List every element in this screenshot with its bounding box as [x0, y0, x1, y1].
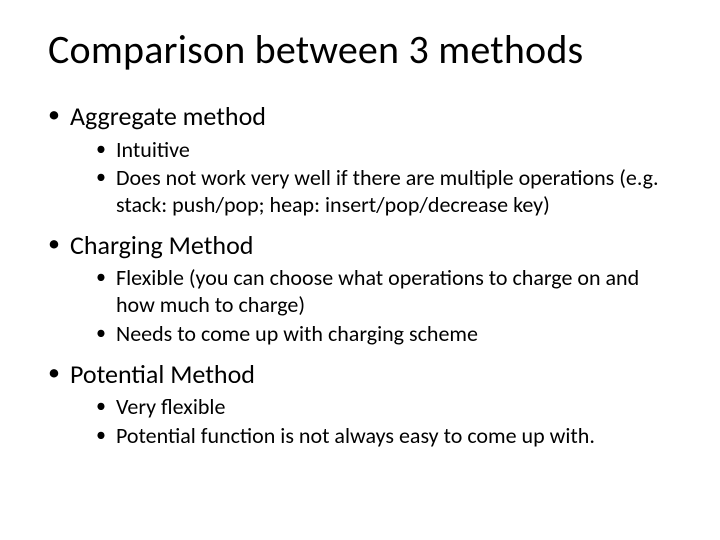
- list-item: Very flexible: [96, 394, 680, 421]
- list-item: Flexible (you can choose what operations…: [96, 265, 680, 319]
- slide-title: Comparison between 3 methods: [48, 28, 680, 72]
- section-points: Intuitive Does not work very well if the…: [48, 137, 680, 219]
- section-charging: Charging Method Flexible (you can choose…: [48, 229, 680, 348]
- section-points: Flexible (you can choose what operations…: [48, 265, 680, 347]
- list-item: Potential function is not always easy to…: [96, 423, 680, 450]
- list-item: Needs to come up with charging scheme: [96, 321, 680, 348]
- section-potential: Potential Method Very flexible Potential…: [48, 358, 680, 450]
- section-heading: Charging Method: [48, 229, 680, 262]
- section-heading: Aggregate method: [48, 100, 680, 133]
- section-heading: Potential Method: [48, 358, 680, 391]
- list-item: Intuitive: [96, 137, 680, 164]
- slide: Comparison between 3 methods Aggregate m…: [0, 0, 720, 540]
- section-aggregate: Aggregate method Intuitive Does not work…: [48, 100, 680, 219]
- list-item: Does not work very well if there are mul…: [96, 165, 680, 219]
- bullet-list: Aggregate method Intuitive Does not work…: [48, 100, 680, 450]
- section-points: Very flexible Potential function is not …: [48, 394, 680, 450]
